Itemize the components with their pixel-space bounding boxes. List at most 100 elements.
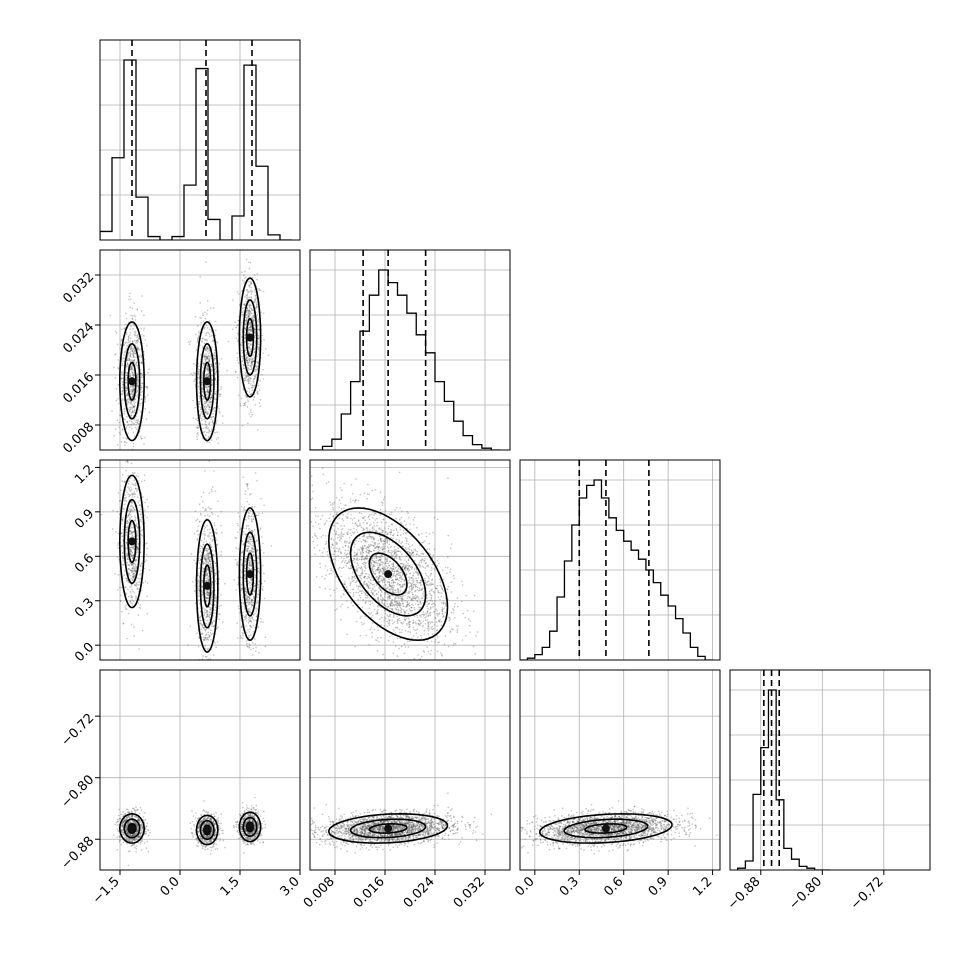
sample-point xyxy=(132,323,135,326)
sample-point xyxy=(423,651,425,653)
sample-point xyxy=(247,535,250,538)
sample-point xyxy=(211,621,214,624)
sample-point xyxy=(205,633,208,635)
sample-point xyxy=(399,572,402,574)
sample-point xyxy=(211,364,213,367)
sample-point xyxy=(346,532,348,534)
sample-point xyxy=(389,560,391,563)
sample-point xyxy=(452,575,455,577)
sample-point xyxy=(130,420,133,423)
sample-point xyxy=(130,623,133,626)
sample-point xyxy=(128,612,130,615)
sample-point xyxy=(237,319,240,322)
sample-point xyxy=(240,311,243,314)
sample-point xyxy=(126,531,129,533)
sample-point xyxy=(211,594,213,596)
sample-point xyxy=(202,627,205,629)
sample-point xyxy=(138,337,140,340)
sample-point xyxy=(111,527,114,530)
sample-point xyxy=(142,335,145,337)
density-peak xyxy=(128,377,136,386)
sample-point xyxy=(207,589,209,592)
sample-point xyxy=(114,573,116,575)
sample-point xyxy=(370,616,372,619)
sample-point xyxy=(140,362,143,364)
sample-point xyxy=(208,360,211,362)
sample-point xyxy=(249,303,251,306)
sample-point xyxy=(208,553,210,555)
sample-point xyxy=(244,588,247,590)
sample-point xyxy=(192,374,194,376)
sample-point xyxy=(257,353,260,356)
sample-point xyxy=(246,596,248,599)
sample-point xyxy=(247,517,250,520)
sample-point xyxy=(257,335,260,337)
sample-point xyxy=(227,340,230,343)
sample-point xyxy=(117,589,119,591)
sample-point xyxy=(128,463,130,465)
sample-point xyxy=(387,605,390,608)
sample-point xyxy=(249,409,252,411)
sample-point xyxy=(202,541,205,544)
sample-point xyxy=(134,426,137,429)
sample-point xyxy=(255,368,257,370)
sample-point xyxy=(247,315,250,317)
sample-point xyxy=(195,426,198,429)
sample-point xyxy=(205,349,207,352)
sample-point xyxy=(133,493,135,495)
sample-point xyxy=(214,594,217,596)
sample-point xyxy=(251,317,253,320)
sample-point xyxy=(207,557,210,559)
sample-point xyxy=(136,379,139,381)
sample-point xyxy=(207,385,209,388)
sample-point xyxy=(125,426,128,428)
sample-point xyxy=(221,422,224,424)
sample-point xyxy=(130,509,132,512)
sample-point xyxy=(254,643,257,645)
sample-point xyxy=(212,553,214,556)
sample-point xyxy=(141,374,143,377)
sample-point xyxy=(263,580,266,582)
sample-point xyxy=(246,361,248,364)
sample-point xyxy=(237,548,240,550)
sample-point xyxy=(129,355,131,357)
sample-point xyxy=(128,572,130,575)
sample-point xyxy=(415,632,418,635)
sample-point xyxy=(204,509,206,512)
sample-point xyxy=(247,540,250,543)
sample-point xyxy=(132,348,134,350)
sample-point xyxy=(428,548,431,551)
sample-point xyxy=(214,393,217,395)
sample-point xyxy=(243,367,245,370)
sample-point xyxy=(212,534,214,537)
sample-point xyxy=(209,396,212,399)
sample-point xyxy=(206,552,209,555)
sample-point xyxy=(243,304,246,306)
sample-point xyxy=(248,286,251,288)
sample-point xyxy=(250,648,252,651)
sample-point xyxy=(251,363,253,365)
sample-point xyxy=(246,549,248,552)
sample-point xyxy=(247,331,250,334)
sample-point xyxy=(240,360,243,362)
sample-point xyxy=(132,530,135,533)
sample-point xyxy=(137,488,139,491)
sample-point xyxy=(207,592,209,595)
sample-point xyxy=(210,566,213,569)
sample-point xyxy=(209,608,211,611)
sample-point xyxy=(208,534,210,536)
sample-point xyxy=(136,348,139,351)
sample-point xyxy=(139,403,142,405)
sample-point xyxy=(197,434,200,436)
sample-point xyxy=(201,394,204,397)
sample-point xyxy=(207,549,209,552)
sample-point xyxy=(257,337,259,339)
sample-point xyxy=(128,595,130,598)
sample-point xyxy=(198,599,200,601)
sample-point xyxy=(250,620,252,622)
sample-point xyxy=(130,569,133,572)
sample-point xyxy=(211,340,214,342)
sample-point xyxy=(122,622,125,624)
sample-point xyxy=(249,365,251,367)
sample-point xyxy=(251,356,253,358)
